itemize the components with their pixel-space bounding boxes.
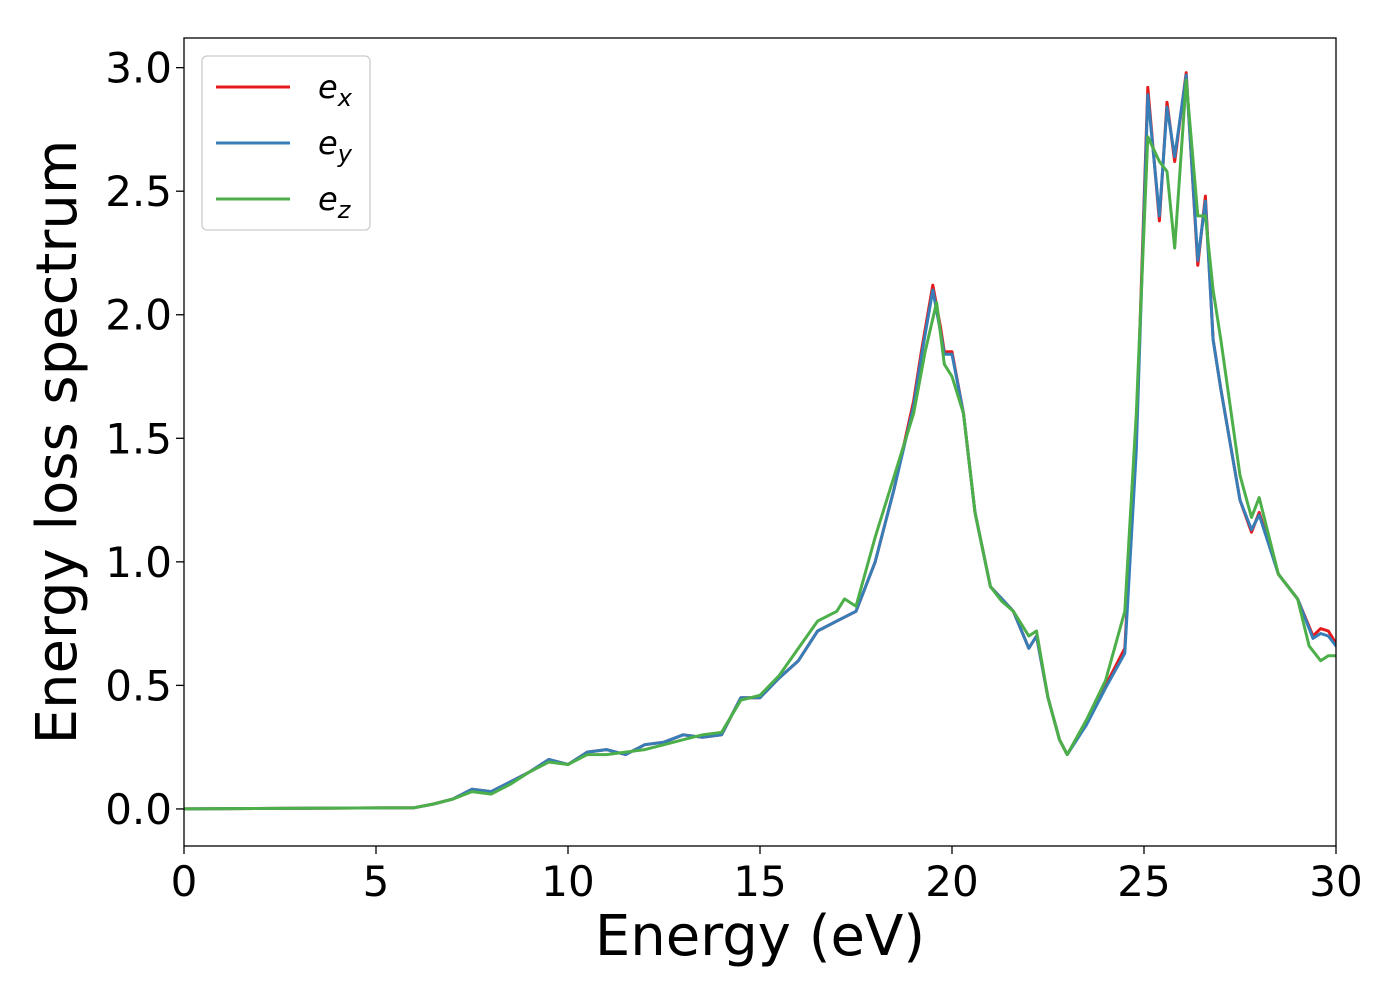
legend: ex ey ez <box>201 55 371 231</box>
x-tick-label: 20 <box>925 857 978 906</box>
legend-label-y: ey <box>318 124 353 168</box>
y-tick-label: 1.0 <box>105 538 172 587</box>
series-line-z <box>184 78 1336 811</box>
x-tick-label: 5 <box>363 857 390 906</box>
x-axis-title: Energy (eV) <box>595 904 925 969</box>
legend-label-x: ex <box>318 68 353 112</box>
x-tick-label: 10 <box>541 857 594 906</box>
y-tick-label: 1.5 <box>105 414 172 463</box>
y-axis: 0.0 0.5 1.0 1.5 2.0 2.5 3.0 <box>105 44 184 834</box>
y-tick-label: 2.0 <box>105 291 172 340</box>
x-tick-label: 30 <box>1309 857 1362 906</box>
y-tick-label: 3.0 <box>105 44 172 93</box>
y-tick-label: 0.0 <box>105 785 172 834</box>
x-axis: 0 5 10 15 20 25 30 <box>171 846 1363 906</box>
legend-label-z: ez <box>318 180 352 224</box>
y-tick-label: 2.5 <box>105 167 172 216</box>
plot-area <box>184 71 1336 811</box>
y-tick-label: 0.5 <box>105 661 172 710</box>
y-axis-title: Energy loss spectrum <box>25 140 90 745</box>
x-tick-label: 0 <box>171 857 198 906</box>
x-tick-label: 15 <box>733 857 786 906</box>
x-tick-label: 25 <box>1117 857 1170 906</box>
